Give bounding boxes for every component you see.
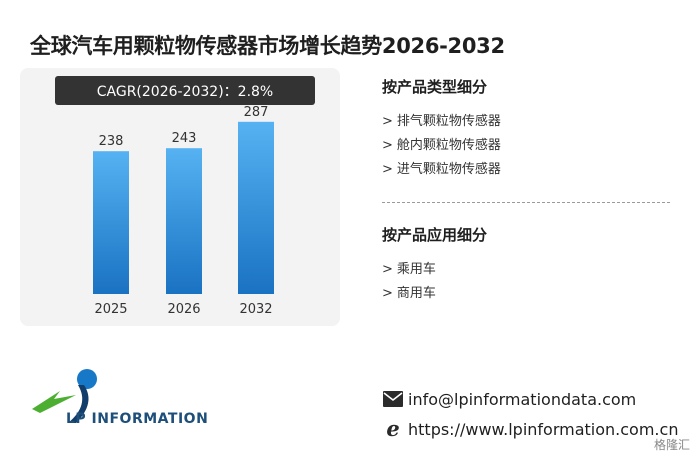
browser-e-icon: e	[382, 419, 404, 439]
list-item: > 舱内颗粒物传感器	[382, 138, 501, 153]
page-title: 全球汽车用颗粒物传感器市场增长趋势2026-2032	[30, 34, 505, 58]
svg-text:e: e	[386, 419, 399, 439]
bar-2032	[238, 121, 274, 294]
email-text[interactable]: info@lpinformationdata.com	[408, 389, 637, 409]
tick-label-2025: 2025	[94, 302, 127, 317]
list-item: > 乘用车	[382, 262, 436, 277]
application-list: > 乘用车 > 商用车	[382, 258, 436, 306]
corner-mark: 格隆汇	[653, 438, 690, 452]
email-contact[interactable]: info@lpinformationdata.com	[382, 389, 636, 409]
application-heading: 按产品应用细分	[382, 226, 488, 244]
data-label-2032: 287	[244, 105, 269, 120]
bar-chart: 238 2025 243 2026 287 2032	[93, 105, 274, 317]
bar-2025	[93, 151, 129, 294]
envelope-icon	[382, 389, 404, 409]
data-label-2025: 238	[99, 134, 124, 149]
list-item: > 商用车	[382, 286, 436, 301]
product-type-list: > 排气颗粒物传感器 > 舱内颗粒物传感器 > 进气颗粒物传感器	[382, 110, 501, 182]
product-type-heading: 按产品类型细分	[382, 78, 488, 96]
bar-2026	[166, 148, 202, 294]
logo-text: LP INFORMATION	[66, 411, 209, 427]
divider	[382, 202, 670, 203]
cagr-badge: CAGR(2026-2032)：2.8%	[55, 76, 315, 105]
lp-logo-icon	[32, 369, 97, 423]
tick-label-2026: 2026	[167, 302, 200, 317]
website-contact[interactable]: e https://www.lpinformation.com.cn	[382, 419, 678, 439]
list-item: > 进气颗粒物传感器	[382, 162, 501, 177]
list-item: > 排气颗粒物传感器	[382, 114, 501, 129]
website-text[interactable]: https://www.lpinformation.com.cn	[408, 419, 679, 439]
tick-label-2032: 2032	[239, 302, 272, 317]
data-label-2026: 243	[172, 131, 197, 146]
